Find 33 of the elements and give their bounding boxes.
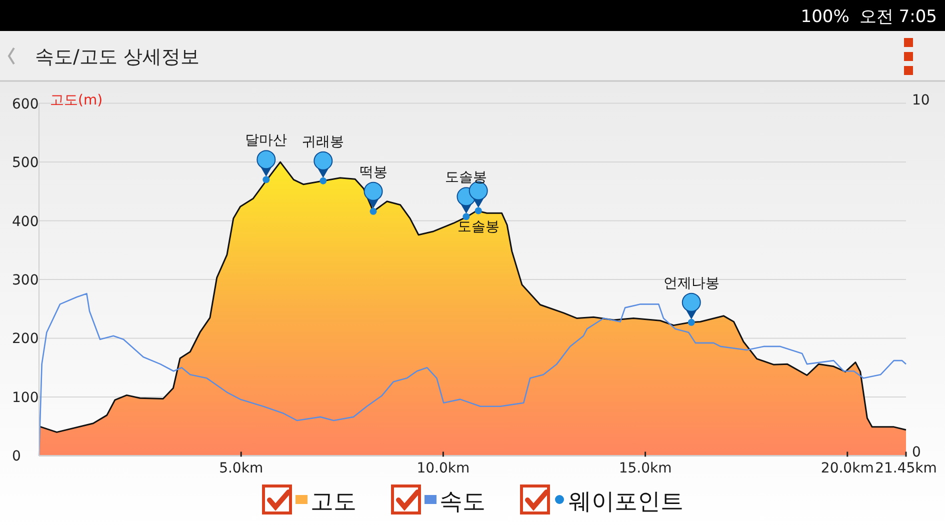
y-tick-label: 0	[12, 448, 21, 465]
point	[320, 177, 327, 184]
chart-title: 속도/고도 상세정보	[35, 46, 200, 68]
point	[262, 176, 270, 184]
x-tick-label: 20.0km	[820, 460, 874, 477]
annotation: 도솔봉	[445, 170, 488, 186]
point	[462, 213, 470, 220]
y-tick-label: 500	[12, 155, 39, 172]
text: 100%	[800, 7, 850, 27]
y-axis-title: 고도(m)	[50, 92, 103, 108]
y-tick-label: 300	[12, 272, 39, 288]
legend-label: 속도	[440, 489, 486, 515]
x-tick-label: 15.0km	[618, 460, 672, 477]
x-tick-label: 21.45km	[875, 460, 937, 477]
y-tick-label: 200	[12, 331, 39, 348]
annotation: 달마산	[245, 132, 288, 149]
y2-tick-label: 0	[912, 444, 921, 461]
annotation: 도솔봉	[457, 218, 500, 235]
y-tick-label: 100	[12, 390, 39, 406]
point	[370, 208, 377, 215]
annotation: 귀래봉	[302, 134, 344, 150]
x-tick-label: 5.0km	[219, 460, 264, 477]
y2-tick-label: 10	[912, 92, 930, 108]
point	[474, 207, 482, 214]
y-tick-label: 400	[12, 214, 39, 230]
point	[688, 318, 695, 326]
y-tick-label: 600	[12, 96, 39, 112]
annotation: 떡봉	[359, 164, 388, 180]
text: 오전 7:05	[859, 7, 937, 27]
x-tick-label: 10.0km	[416, 460, 470, 477]
legend-label: 웨이포인트	[568, 489, 684, 515]
legend-label: 고도	[310, 489, 356, 515]
annotation: 언제나봉	[663, 275, 720, 292]
